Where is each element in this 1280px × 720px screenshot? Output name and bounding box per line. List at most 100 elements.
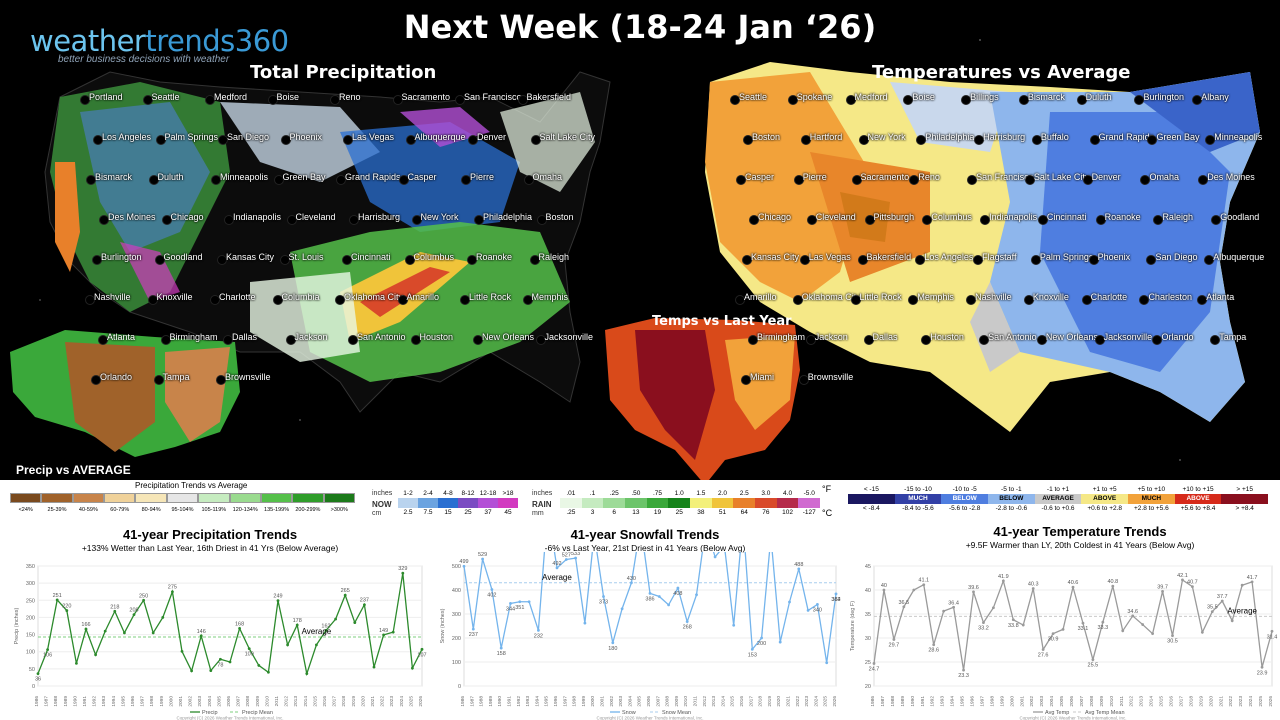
legend-top-label: 2-4: [423, 490, 433, 497]
city-label: Seattle: [739, 92, 768, 102]
city-marker: [961, 95, 972, 105]
city-label: Knoxville: [156, 292, 193, 302]
city-label: Los Angeles: [924, 252, 974, 262]
data-label: 208: [129, 608, 138, 614]
city-marker: [92, 255, 102, 265]
data-label: 78: [217, 662, 223, 668]
temp-chart-subtitle: +9.5F Warmer than LY, 20th Coldest in 41…: [965, 540, 1195, 550]
data-label: 39.7: [1157, 584, 1168, 590]
data-label: 373: [599, 599, 608, 605]
data-point: [276, 599, 280, 603]
city-label: Oklahoma City: [344, 292, 404, 302]
x-tick-label: 2022: [380, 696, 386, 707]
precip-trend-chart: 0 50 100 150 200 250 300 350 Precip (inches) 1986…: [14, 564, 427, 720]
data-label: 40.7: [1187, 580, 1198, 586]
x-tick-label: 1993: [101, 696, 107, 707]
data-label: 168: [235, 621, 244, 627]
x-tick-label: 2005: [637, 696, 643, 707]
legend-bottom-label: 102: [782, 509, 793, 516]
city-marker: [342, 255, 352, 265]
data-point: [816, 603, 819, 606]
precip-trend-swatch: [166, 493, 199, 503]
city-label: Chicago: [170, 212, 204, 222]
x-tick-label: 1986: [460, 696, 466, 707]
data-point: [620, 607, 624, 611]
data-label: 36.4: [948, 600, 959, 606]
x-tick-label: 1999: [999, 696, 1005, 707]
x-tick-label: 1995: [544, 696, 550, 707]
data-label: 158: [497, 651, 506, 657]
city-label: Atlanta: [1206, 292, 1235, 302]
y-tick-label: 25: [865, 660, 871, 666]
city-marker: [348, 335, 358, 345]
data-label: 42.1: [1177, 573, 1188, 579]
city-marker: [461, 175, 471, 185]
data-label: 37.7: [1217, 594, 1228, 600]
data-label: 35.5: [1207, 605, 1218, 611]
x-tick-label: 2021: [786, 696, 792, 707]
precip-trend-bin-label: 105-119%: [201, 507, 227, 513]
city-marker: [1211, 215, 1222, 225]
weathertrends360-logo: weathertrends360: [30, 24, 289, 58]
city-label: Medford: [854, 92, 888, 102]
legend-bottom-label: -2.8 to -0.6: [995, 505, 1028, 512]
city-label: Salt Lake City: [539, 132, 596, 142]
legend-swatch: [848, 494, 895, 504]
city-label: Orlando: [100, 372, 133, 382]
x-tick-label: 2025: [1258, 696, 1264, 707]
data-point: [1240, 583, 1244, 587]
data-label: 232: [534, 633, 543, 639]
city-marker: [858, 135, 869, 145]
city-marker: [1152, 335, 1163, 345]
precip-trend-swatch: [229, 493, 261, 503]
legend-swatch: [668, 498, 691, 508]
data-label: 27.6: [1038, 653, 1049, 659]
legend-bottom-label: 64: [740, 509, 748, 516]
data-point: [343, 593, 347, 597]
city-label: Indianapolis: [989, 212, 1038, 222]
city-label: Burlington: [101, 252, 142, 262]
copyright-text: Copyright (C) 2026 Weather Trends Intern…: [1020, 716, 1127, 720]
legend-swatch: [711, 498, 734, 508]
data-label: 250: [139, 593, 148, 599]
city-label: Denver: [477, 132, 507, 142]
data-point: [806, 609, 810, 612]
city-label: Philadelphia: [925, 132, 975, 142]
city-label: Cleveland: [295, 212, 336, 222]
legend-swatch: [776, 498, 799, 508]
snow-legend-inches-label: inches: [372, 490, 393, 497]
city-marker: [160, 335, 171, 345]
city-marker: [530, 135, 541, 145]
precip-map-title: Total Precipitation: [250, 62, 437, 83]
data-point: [490, 588, 494, 591]
snowfall-trend-chart: 0 100 200 300 400 500 Snow (inches) 1986 1987 198…: [440, 552, 841, 720]
x-tick-label: 1987: [469, 696, 475, 707]
data-point: [305, 672, 309, 676]
legend-top-label: 2.0: [718, 490, 728, 497]
data-point: [411, 666, 414, 670]
data-label: 29.7: [889, 642, 900, 648]
copyright-text: Copyright (C) 2026 Weather Trends Intern…: [177, 716, 284, 720]
temps-vs-last-year-map: [605, 318, 800, 485]
legend-top-label: +10 to +15: [1182, 486, 1214, 493]
x-tick-label: 1986: [870, 696, 876, 707]
data-point: [471, 627, 475, 631]
city-marker: [343, 135, 353, 145]
data-point: [509, 602, 512, 605]
city-label: Boston: [752, 132, 781, 142]
city-label: Los Angeles: [102, 132, 152, 142]
data-label: 40: [881, 583, 887, 589]
legend-bottom-label: 25: [464, 509, 472, 516]
legend-top-label: >18: [502, 490, 514, 497]
city-marker: [1024, 175, 1035, 185]
city-label: Jacksonville: [1103, 332, 1153, 342]
city-label: New York: [867, 132, 906, 142]
city-label: Omaha: [1149, 172, 1179, 182]
data-label: 237: [360, 598, 369, 604]
legend-top-label: -5 to -1: [1001, 486, 1022, 493]
data-point: [1230, 619, 1234, 623]
city-marker: [468, 135, 478, 145]
data-label: 162: [321, 623, 330, 629]
city-label: Bakersfield: [526, 92, 572, 102]
city-marker: [98, 335, 108, 345]
